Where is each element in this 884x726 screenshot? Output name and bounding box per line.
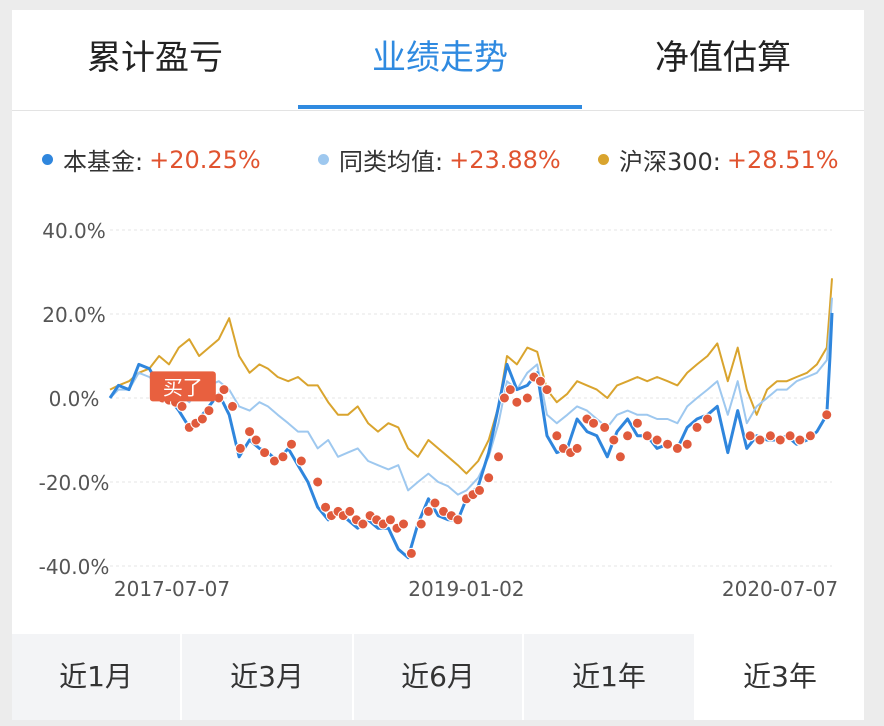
trade-dot — [227, 400, 239, 412]
trade-dot — [277, 451, 289, 463]
tab-cumulative-pnl[interactable]: 累计盈亏 — [87, 38, 223, 78]
trade-dot — [641, 430, 653, 442]
trade-dot — [259, 447, 271, 459]
trade-dot — [344, 505, 356, 517]
fund-performance-card: 累计盈亏 业绩走势 净值估算 本基金: +20.25% 同类均值: +23.88… — [12, 10, 864, 720]
legend-fund-value: +20.25% — [149, 145, 261, 174]
legend-csi300-value: +28.51% — [726, 145, 839, 174]
tab-performance-trend[interactable]: 业绩走势 — [372, 38, 508, 78]
trade-dot — [504, 384, 516, 396]
period-6-months[interactable]: 近6月 — [354, 634, 524, 720]
trade-dot — [774, 434, 786, 446]
active-tab-indicator — [298, 105, 582, 109]
series-line-peer-average — [109, 297, 833, 496]
trade-dot — [398, 518, 410, 530]
y-tick-label: 0.0% — [49, 387, 100, 411]
trade-dot — [312, 476, 324, 488]
trade-dot — [671, 442, 683, 454]
tab-bar: 累计盈亏 业绩走势 净值估算 — [12, 10, 864, 111]
trade-dot — [285, 438, 297, 450]
trade-dot — [744, 430, 756, 442]
period-3-years[interactable]: 近3年 — [696, 634, 864, 720]
trade-dot — [483, 472, 495, 484]
trade-dot — [804, 430, 816, 442]
legend-fund: 本基金: +20.25% — [42, 142, 261, 177]
trade-dot — [588, 417, 600, 429]
trade-dot — [511, 396, 523, 408]
trade-dot — [651, 434, 663, 446]
trade-dot — [218, 384, 230, 396]
legend-fund-dot — [42, 154, 53, 165]
period-3-months[interactable]: 近3月 — [182, 634, 354, 720]
trade-dot — [551, 430, 563, 442]
trade-dot — [405, 547, 417, 559]
trade-dot — [295, 455, 307, 467]
trade-dot — [250, 434, 262, 446]
trade-dot — [384, 514, 396, 526]
x-tick-label: 2017-07-07 — [114, 577, 230, 601]
legend-peer-dot — [318, 154, 329, 165]
period-1-month[interactable]: 近1月 — [12, 634, 182, 720]
legend-csi300-name: 沪深300: — [619, 148, 721, 176]
legend-fund-name: 本基金: — [63, 148, 144, 176]
trade-dot — [415, 518, 427, 530]
trade-dot — [203, 405, 215, 417]
trade-dot — [599, 421, 611, 433]
y-tick-label: -20.0% — [39, 471, 110, 495]
legend-peer-value: +23.88% — [449, 145, 561, 174]
trade-dot — [452, 514, 464, 526]
trade-dot — [498, 392, 510, 404]
trade-dot — [794, 434, 806, 446]
trade-dot — [614, 451, 626, 463]
trade-dot — [357, 518, 369, 530]
legend-csi300: 沪深300: +28.51% — [598, 142, 839, 177]
trade-dot — [196, 413, 208, 425]
period-selector: 近1月 近3月 近6月 近1年 近3年 — [12, 634, 864, 720]
period-1-year[interactable]: 近1年 — [524, 634, 696, 720]
trade-dot — [429, 497, 441, 509]
trade-dot — [784, 430, 796, 442]
buy-marker-label: 买了 — [163, 375, 203, 399]
trade-dot — [702, 413, 714, 425]
y-tick-label: 40.0% — [42, 219, 106, 243]
trade-dot — [320, 501, 332, 513]
trade-dot — [571, 442, 583, 454]
trade-dot — [681, 438, 693, 450]
buy-marker-box — [149, 371, 216, 402]
trade-dot — [622, 430, 634, 442]
series-line-csi300 — [109, 278, 833, 475]
x-tick-label: 2019-01-02 — [408, 577, 524, 601]
trade-dot — [821, 409, 833, 421]
series-line-fund — [108, 312, 834, 560]
trade-dot — [521, 392, 533, 404]
trade-dot — [493, 451, 505, 463]
trade-dot — [422, 505, 434, 517]
trade-dot — [474, 484, 486, 496]
trade-dot — [234, 442, 246, 454]
trade-dot — [541, 384, 553, 396]
performance-line-chart: 40.0% 20.0% 0.0% -20.0% -40.0%2017-07-07 2019… — [39, 219, 839, 601]
trade-dot — [631, 417, 643, 429]
trade-dot — [754, 434, 766, 446]
y-tick-label: -40.0% — [39, 555, 110, 579]
trade-dot — [608, 434, 620, 446]
y-tick-label: 20.0% — [42, 303, 106, 327]
x-tick-label: 2020-07-07 — [722, 577, 838, 601]
trade-dot — [176, 400, 188, 412]
tab-nav-estimate[interactable]: 净值估算 — [655, 38, 791, 78]
legend-peer-name: 同类均值: — [339, 148, 444, 176]
legend-csi300-dot — [598, 154, 609, 165]
legend-peer-average: 同类均值: +23.88% — [318, 142, 561, 177]
trade-dot — [244, 426, 256, 438]
trade-dot — [691, 421, 703, 433]
trade-dot — [534, 375, 546, 387]
trade-dot — [662, 438, 674, 450]
trade-dot — [764, 430, 776, 442]
